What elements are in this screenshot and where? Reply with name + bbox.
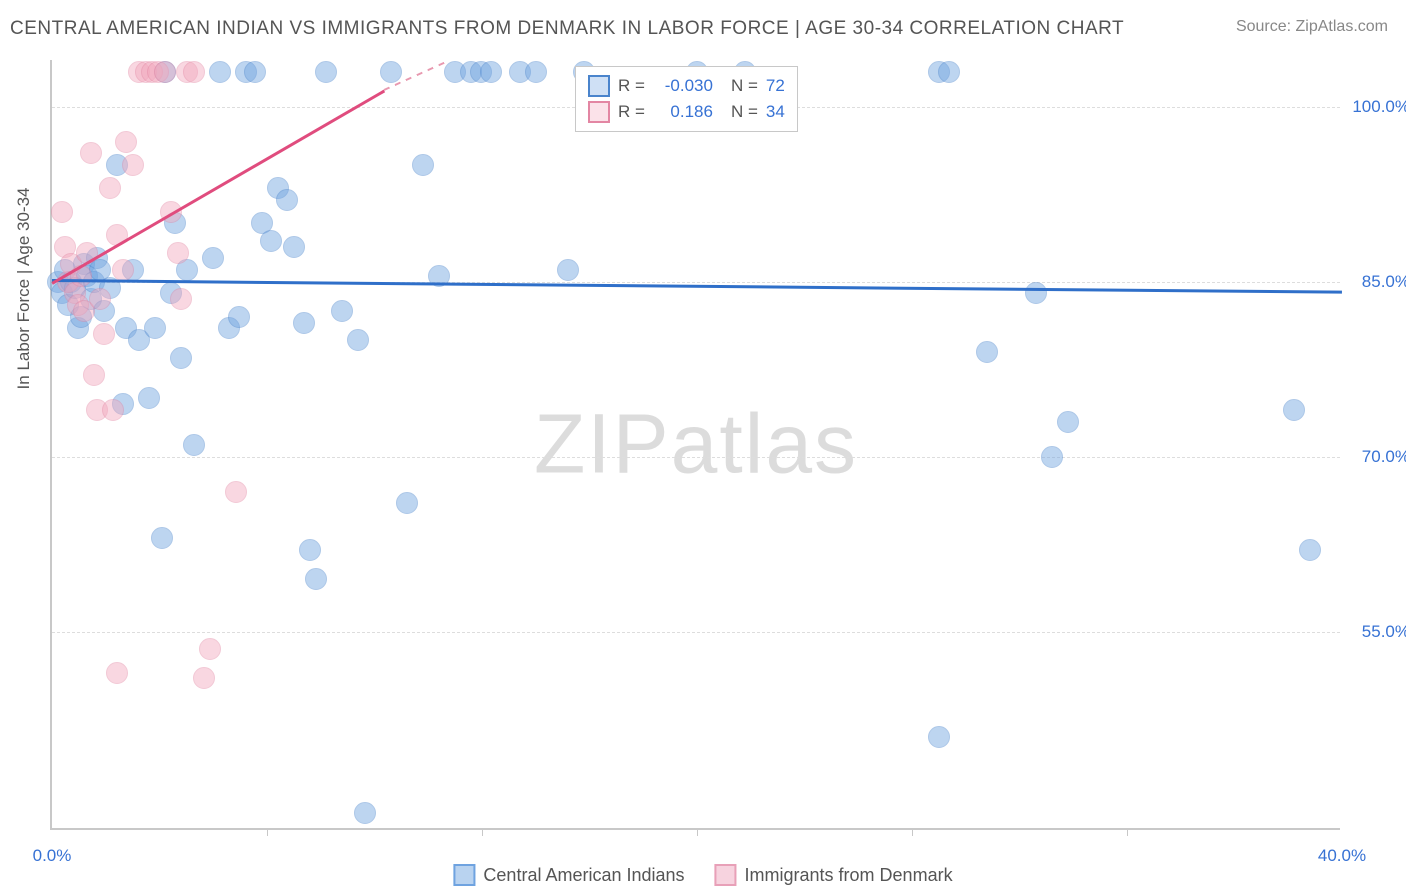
scatter-point (412, 154, 434, 176)
scatter-point (276, 189, 298, 211)
scatter-point (260, 230, 282, 252)
scatter-point (938, 61, 960, 83)
legend-stats: R = -0.030 N = 72 R = 0.186 N = 34 (575, 66, 798, 132)
scatter-point (354, 802, 376, 824)
legend-label: Immigrants from Denmark (745, 865, 953, 886)
scatter-point (106, 662, 128, 684)
scatter-point (51, 201, 73, 223)
scatter-point (396, 492, 418, 514)
source-label: Source: ZipAtlas.com (1236, 18, 1388, 36)
legend-item: Central American Indians (453, 864, 684, 886)
scatter-point (89, 288, 111, 310)
scatter-point (167, 242, 189, 264)
xtick-minor (482, 828, 483, 836)
xtick-label: 0.0% (33, 846, 72, 866)
ytick-label: 70.0% (1362, 447, 1406, 467)
xtick-minor (697, 828, 698, 836)
scatter-point (244, 61, 266, 83)
scatter-point (228, 306, 250, 328)
legend-R-label: R = (618, 76, 645, 96)
scatter-point (202, 247, 224, 269)
watermark: ZIPatlas (534, 396, 858, 493)
scatter-point (283, 236, 305, 258)
scatter-point (99, 177, 121, 199)
scatter-point (928, 726, 950, 748)
xtick-minor (267, 828, 268, 836)
legend-swatch (588, 101, 610, 123)
legend-swatch (588, 75, 610, 97)
legend-bottom: Central American Indians Immigrants from … (453, 864, 952, 886)
scatter-point (1283, 399, 1305, 421)
ytick-label: 100.0% (1352, 97, 1406, 117)
scatter-point (1299, 539, 1321, 561)
legend-N-value: 34 (766, 102, 785, 122)
scatter-point (976, 341, 998, 363)
scatter-point (293, 312, 315, 334)
legend-item: Immigrants from Denmark (715, 864, 953, 886)
scatter-point (83, 364, 105, 386)
legend-R-value: 0.186 (653, 102, 713, 122)
legend-R-value: -0.030 (653, 76, 713, 96)
scatter-point (80, 142, 102, 164)
scatter-point (315, 61, 337, 83)
scatter-point (193, 667, 215, 689)
xtick-minor (1127, 828, 1128, 836)
gridline-h (52, 632, 1340, 633)
scatter-point (154, 61, 176, 83)
ytick-label: 55.0% (1362, 622, 1406, 642)
plot-area: ZIPatlas 55.0%70.0%85.0%100.0%0.0%40.0% (50, 60, 1340, 830)
legend-swatch (453, 864, 475, 886)
scatter-point (380, 61, 402, 83)
scatter-point (557, 259, 579, 281)
scatter-point (138, 387, 160, 409)
scatter-point (1041, 446, 1063, 468)
scatter-point (93, 323, 115, 345)
scatter-point (305, 568, 327, 590)
xtick-minor (912, 828, 913, 836)
ytick-label: 85.0% (1362, 272, 1406, 292)
scatter-point (112, 259, 134, 281)
scatter-point (1025, 282, 1047, 304)
gridline-h (52, 457, 1340, 458)
legend-R-label: R = (618, 102, 645, 122)
scatter-point (225, 481, 247, 503)
scatter-point (525, 61, 547, 83)
legend-N-label: N = (731, 76, 758, 96)
scatter-point (331, 300, 353, 322)
chart-title: CENTRAL AMERICAN INDIAN VS IMMIGRANTS FR… (10, 18, 1124, 40)
legend-N-value: 72 (766, 76, 785, 96)
legend-stats-row: R = 0.186 N = 34 (588, 99, 785, 125)
legend-N-label: N = (731, 102, 758, 122)
scatter-point (1057, 411, 1079, 433)
scatter-point (199, 638, 221, 660)
scatter-point (115, 131, 137, 153)
scatter-point (209, 61, 231, 83)
scatter-point (170, 288, 192, 310)
scatter-point (170, 347, 192, 369)
legend-label: Central American Indians (483, 865, 684, 886)
scatter-point (102, 399, 124, 421)
scatter-point (299, 539, 321, 561)
scatter-point (183, 61, 205, 83)
xtick-label: 40.0% (1318, 846, 1366, 866)
scatter-point (480, 61, 502, 83)
legend-swatch (715, 864, 737, 886)
scatter-point (183, 434, 205, 456)
scatter-point (144, 317, 166, 339)
legend-stats-row: R = -0.030 N = 72 (588, 73, 785, 99)
scatter-point (151, 527, 173, 549)
scatter-point (122, 154, 144, 176)
scatter-point (347, 329, 369, 351)
y-axis-label: In Labor Force | Age 30-34 (14, 188, 34, 390)
